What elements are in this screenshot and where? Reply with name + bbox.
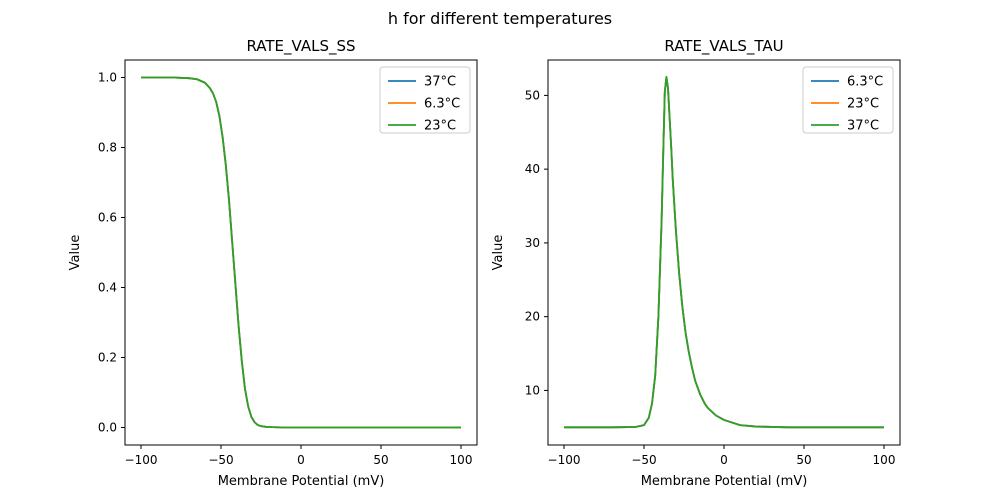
legend-box (802, 66, 894, 134)
x-tick-label: −100 (548, 453, 581, 467)
y-tick-label: 40 (525, 162, 540, 176)
series-lines (564, 76, 884, 429)
legend-label: 37°C (847, 119, 879, 134)
x-tick-label: 50 (373, 453, 388, 467)
y-tick-label: 0.8 (98, 141, 117, 155)
y-tick-label: 0.0 (98, 421, 117, 435)
plot-rate-vals-ss: RATE_VALS_SS −100 −50 0 50 100 0.0 0.2 0.4 0.6 0.8… (68, 37, 478, 489)
series-line-2 (564, 76, 884, 429)
plot-rate-vals-tau: RATE_VALS_TAU −100 −50 0 50 100 10 20 30 40 50 Memb… (491, 37, 901, 489)
x-tick-label: 50 (796, 453, 811, 467)
legend-label: 23°C (847, 97, 879, 112)
y-tick-label: 1.0 (98, 71, 117, 85)
y-tick-label: 30 (525, 236, 540, 250)
x-tick-label: −50 (631, 453, 656, 467)
legend-label: 37°C (424, 75, 456, 90)
x-axis-label: Membrane Potential (mV) (218, 474, 385, 489)
plot-title: RATE_VALS_SS (246, 37, 355, 56)
y-tick-label: 0.6 (98, 211, 117, 225)
plot-title: RATE_VALS_TAU (664, 37, 783, 56)
y-axis-label: Value (68, 235, 83, 271)
y-axis-label: Value (491, 235, 506, 271)
x-tick-label: −100 (125, 453, 158, 467)
series-lines (141, 76, 461, 429)
x-tick-label: 100 (873, 453, 896, 467)
legend-label: 6.3°C (847, 75, 883, 90)
x-tick-label: −50 (208, 453, 233, 467)
x-tick-label: 100 (450, 453, 473, 467)
y-tick-label: 50 (525, 88, 540, 102)
x-tick-label: 0 (297, 453, 305, 467)
series-line-2 (141, 76, 461, 429)
y-tick-label: 0.2 (98, 351, 117, 365)
y-tick-label: 10 (525, 383, 540, 397)
legend-box (379, 66, 471, 134)
legend: 6.3°C 23°C 37°C (802, 66, 894, 134)
figure-title: h for different temperatures (388, 9, 612, 28)
y-tick-label: 20 (525, 310, 540, 324)
legend: 37°C 6.3°C 23°C (379, 66, 471, 134)
x-tick-label: 0 (720, 453, 728, 467)
x-axis-label: Membrane Potential (mV) (641, 474, 808, 489)
y-tick-label: 0.4 (98, 281, 117, 295)
legend-label: 23°C (424, 119, 456, 134)
legend-label: 6.3°C (424, 97, 460, 112)
